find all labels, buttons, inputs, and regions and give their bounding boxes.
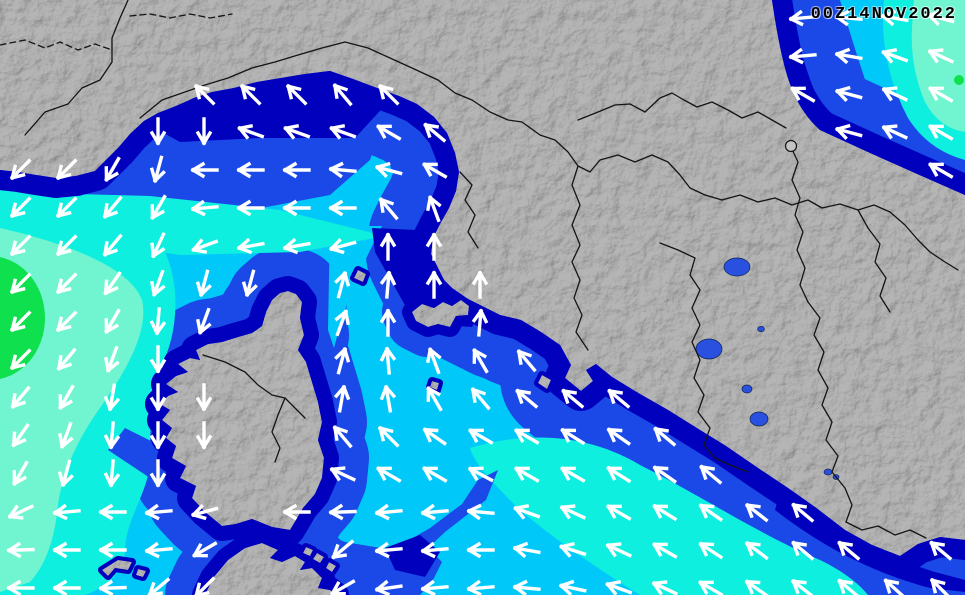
lake-bolsena xyxy=(695,338,723,360)
san-marino-circle xyxy=(784,139,798,153)
lake-albano xyxy=(823,468,833,476)
lakes-layer xyxy=(695,257,840,480)
lake-bracciano xyxy=(749,411,769,427)
lake-vico xyxy=(741,384,753,394)
lake-trasimeno xyxy=(723,257,751,277)
timestamp-label: 00Z14NOV2022 xyxy=(810,5,957,24)
lake-small xyxy=(757,326,765,332)
borders-layer xyxy=(0,0,959,539)
sea-cyan-pocket xyxy=(328,226,382,348)
